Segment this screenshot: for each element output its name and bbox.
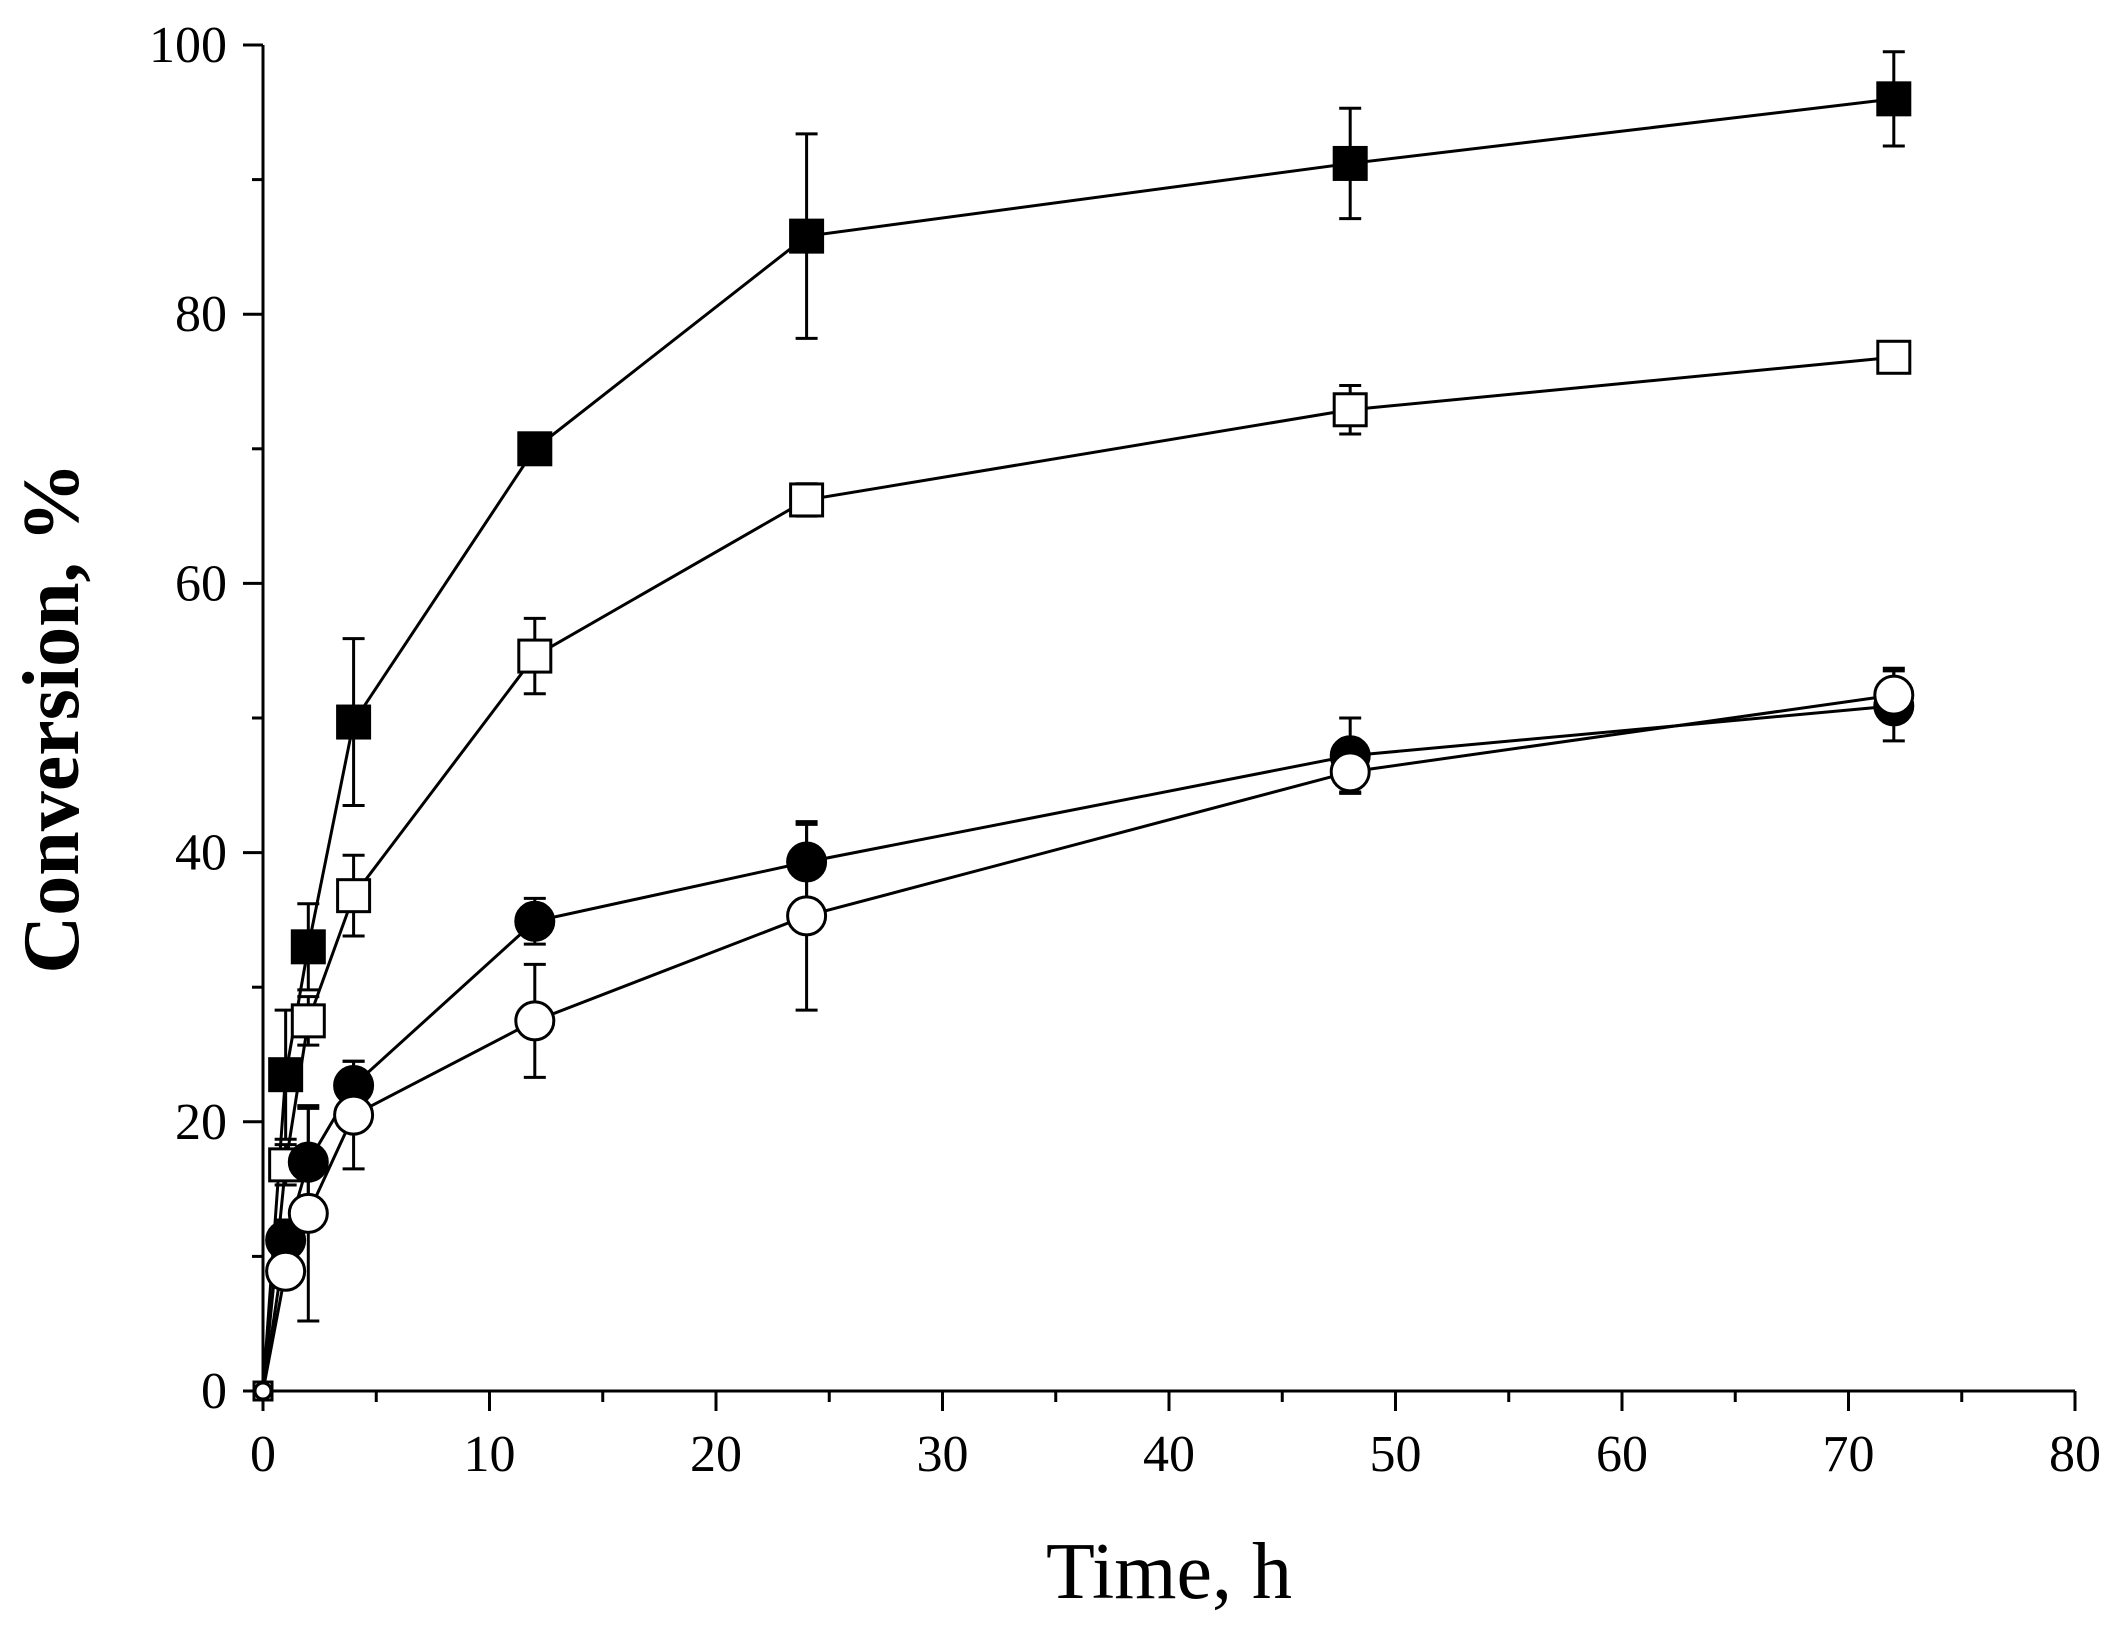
data-point-circle xyxy=(253,1381,273,1401)
data-point-square xyxy=(1332,145,1368,181)
data-point-square xyxy=(789,482,825,518)
data-point-square xyxy=(1876,339,1912,375)
data-point-square xyxy=(1876,81,1912,117)
data-point-square xyxy=(268,1057,304,1093)
y-tick-label: 40 xyxy=(175,825,227,882)
data-point-circle xyxy=(287,1192,329,1234)
series-line-open-circle xyxy=(261,693,1895,1392)
data-point-square xyxy=(789,218,825,254)
data-point-square xyxy=(517,638,553,674)
y-axis-label: Conversion, % xyxy=(8,462,96,973)
series-line-filled-circle xyxy=(261,704,1894,1392)
data-point-circle xyxy=(1873,674,1915,716)
y-tick-label: 80 xyxy=(175,286,227,343)
x-tick-label: 80 xyxy=(2049,1426,2101,1483)
series-open-square xyxy=(252,339,1912,1402)
series-layer xyxy=(252,50,1915,1402)
y-tick-label: 20 xyxy=(175,1094,227,1151)
data-point-circle xyxy=(786,895,828,937)
series-filled-circle xyxy=(253,669,1915,1401)
data-point-square xyxy=(290,1003,326,1039)
y-tick-label: 0 xyxy=(201,1363,227,1420)
data-point-circle xyxy=(514,900,556,942)
x-axis-label: Time, h xyxy=(1046,1528,1292,1616)
x-tick-label: 10 xyxy=(464,1426,516,1483)
data-point-square xyxy=(517,431,553,467)
x-tick-label: 60 xyxy=(1596,1426,1648,1483)
series-line-filled-square xyxy=(261,97,1894,1392)
y-tick-label: 100 xyxy=(149,17,227,74)
x-tick-label: 50 xyxy=(1370,1426,1422,1483)
axes xyxy=(261,45,2075,1393)
series-line-open-square xyxy=(261,355,1894,1392)
data-point-circle xyxy=(265,1250,307,1292)
data-point-square xyxy=(336,878,372,914)
x-tick-label: 70 xyxy=(1823,1426,1875,1483)
data-point-square xyxy=(336,704,372,740)
y-tick-label: 60 xyxy=(175,555,227,612)
data-point-square xyxy=(290,929,326,965)
x-tick-label: 30 xyxy=(917,1426,969,1483)
series-open-circle xyxy=(253,666,1915,1401)
data-point-circle xyxy=(1329,751,1371,793)
x-tick-label: 20 xyxy=(690,1426,742,1483)
x-tick-label: 40 xyxy=(1143,1426,1195,1483)
x-tick-label: 0 xyxy=(250,1426,276,1483)
data-point-square xyxy=(1332,392,1368,428)
data-point-circle xyxy=(514,1000,556,1042)
series-filled-square xyxy=(252,50,1912,1402)
ticks: 0 10 20 30 40 50 60 70 80 0 20 40 60 80 100 xyxy=(149,17,2101,1483)
data-point-circle xyxy=(333,1094,375,1136)
